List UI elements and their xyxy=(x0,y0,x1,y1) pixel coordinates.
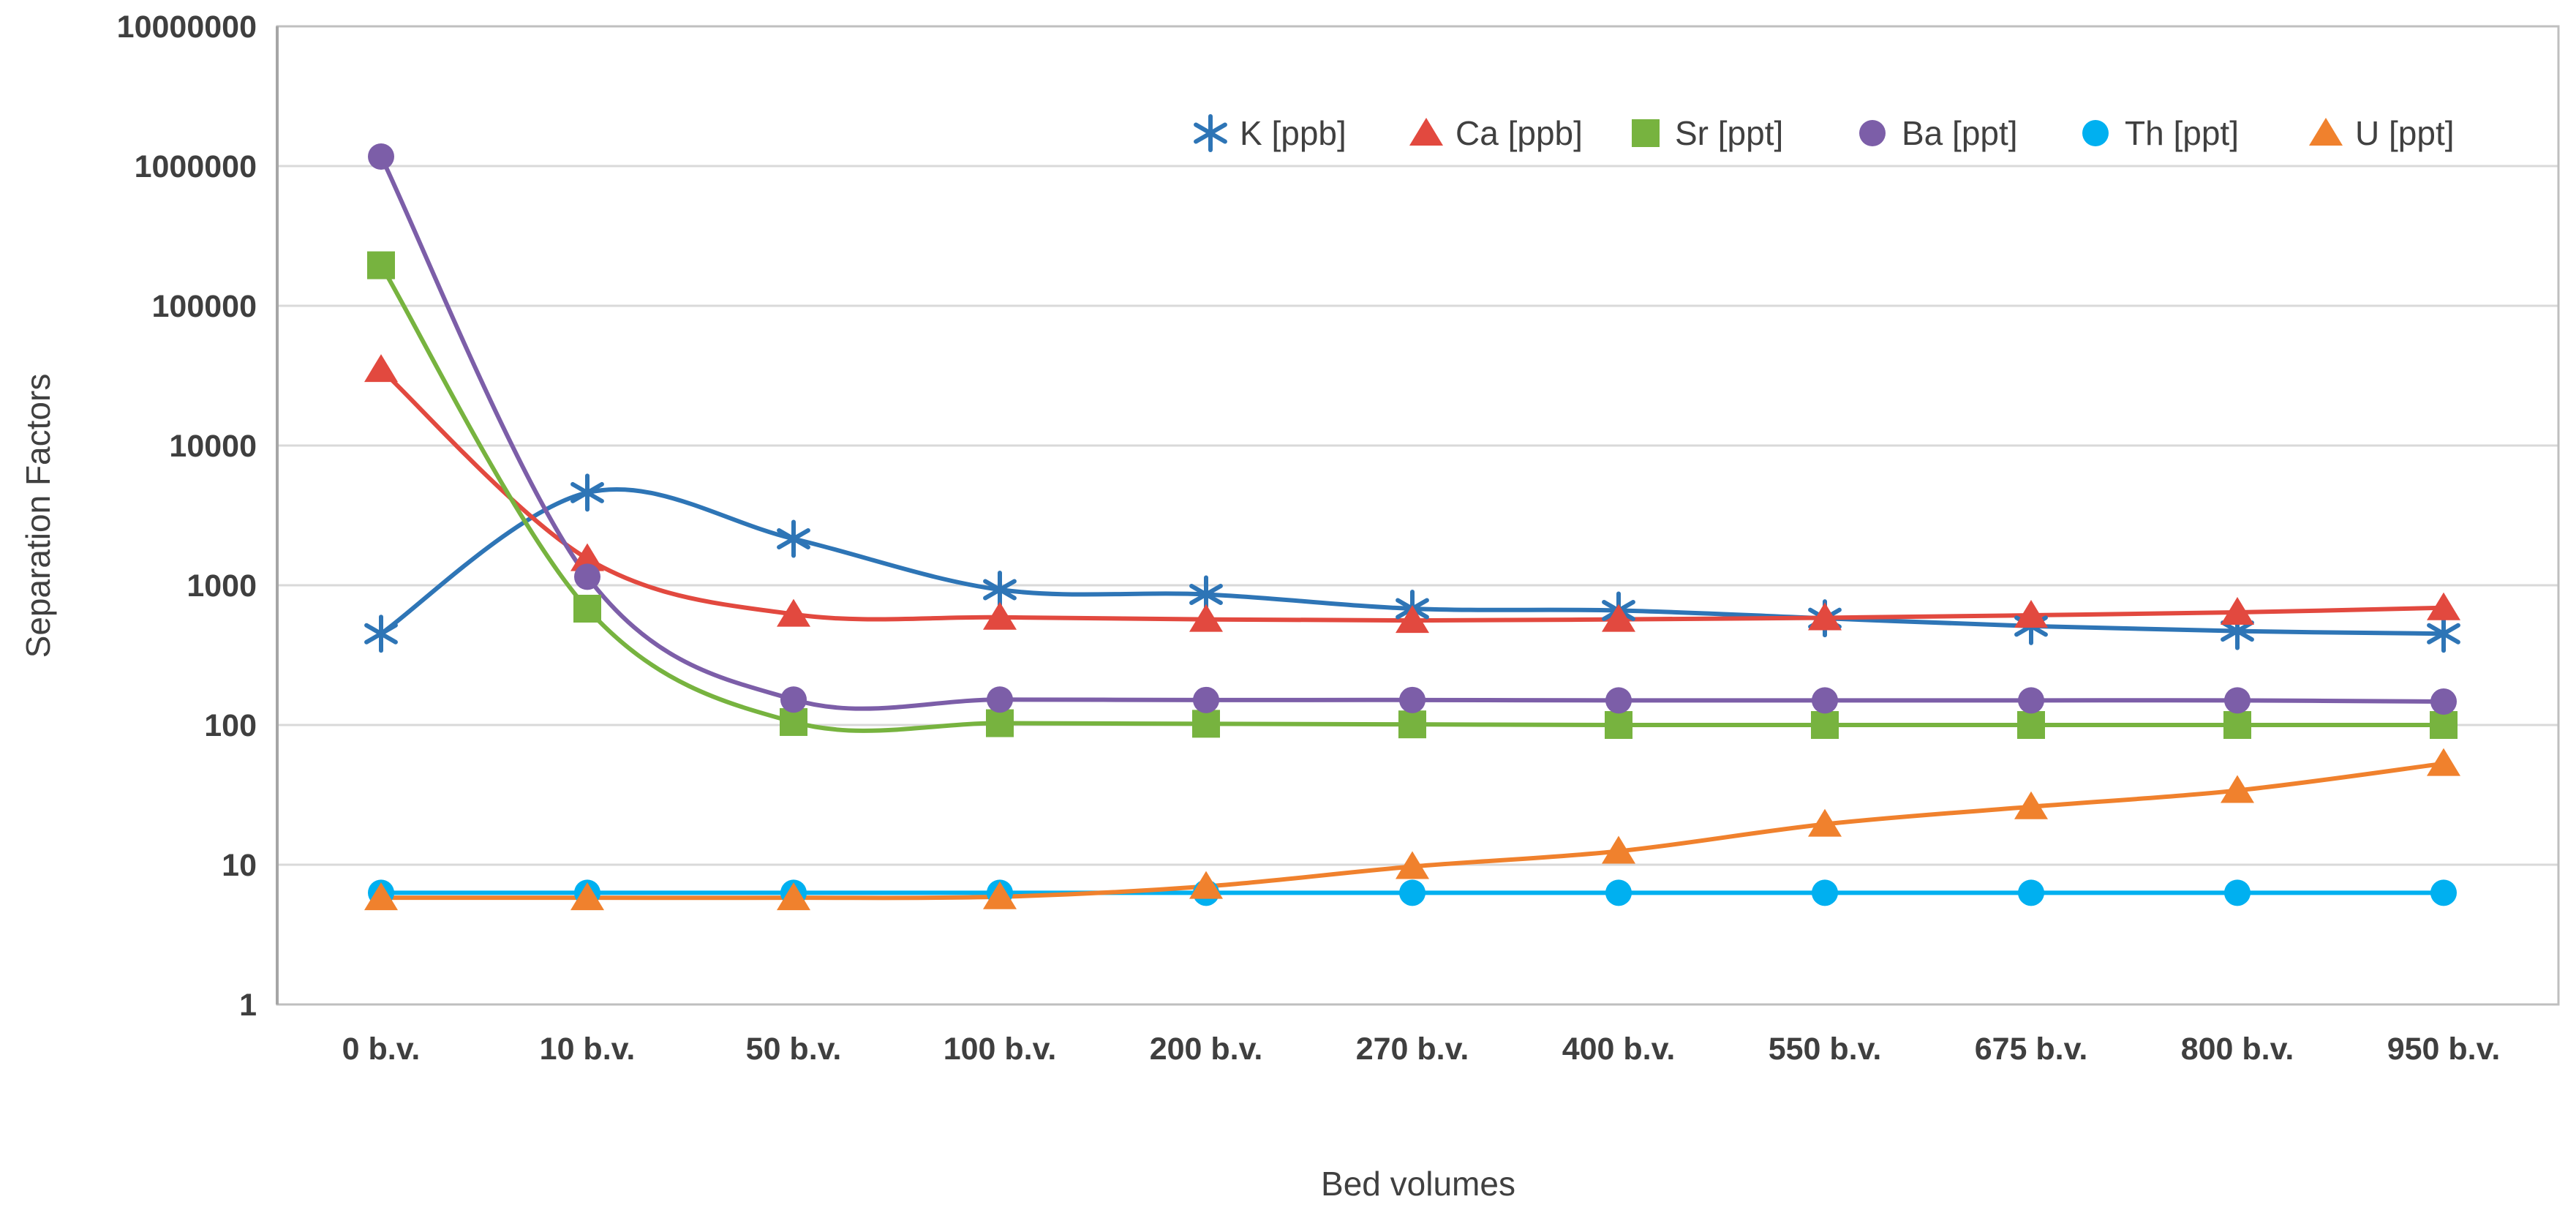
marker-ba xyxy=(574,563,600,590)
marker-legend-u xyxy=(2309,118,2343,146)
marker-legend-ca xyxy=(1409,118,1443,146)
series-line-ba xyxy=(379,154,2446,711)
marker-k xyxy=(2427,623,2460,645)
marker-sr xyxy=(1398,710,1426,739)
x-axis-tick-label: 675 b.v. xyxy=(1975,1032,2088,1067)
y-axis-tick-label: 1000 xyxy=(187,568,257,604)
marker-sr xyxy=(2017,711,2045,739)
marker-u xyxy=(364,882,398,911)
marker-sr xyxy=(367,251,395,279)
marker-u xyxy=(1189,871,1223,899)
x-axis-tick-label: 100 b.v. xyxy=(944,1032,1057,1067)
marker-ba xyxy=(2224,687,2251,714)
legend-label-ba: Ba [ppt] xyxy=(1902,114,2018,152)
marker-ca xyxy=(2427,592,2460,620)
y-axis-tick-label: 1 xyxy=(239,988,257,1023)
legend-label-k: K [ppb] xyxy=(1240,114,1347,152)
marker-sr xyxy=(2223,711,2251,739)
marker-u xyxy=(2427,748,2460,776)
marker-ba xyxy=(1399,686,1426,713)
marker-ba xyxy=(368,143,394,170)
legend-label-u: U [ppt] xyxy=(2355,114,2455,152)
marker-ca xyxy=(1602,604,1635,632)
marker-ba xyxy=(1605,687,1632,714)
marker-u xyxy=(1396,851,1429,879)
marker-sr xyxy=(780,707,807,736)
marker-k xyxy=(364,623,398,645)
y-axis-tick-label: 10000000 xyxy=(117,10,257,45)
marker-ca xyxy=(2014,600,2048,628)
x-axis-tick-label: 270 b.v. xyxy=(1356,1032,1469,1067)
marker-k xyxy=(1189,584,1223,606)
marker-ca xyxy=(364,354,398,383)
marker-ca xyxy=(2221,597,2254,625)
marker-k xyxy=(983,579,1017,601)
x-axis-tick-label: 200 b.v. xyxy=(1150,1032,1263,1067)
marker-legend-th xyxy=(2082,120,2109,146)
marker-ca xyxy=(1396,605,1429,634)
marker-th xyxy=(2430,879,2457,906)
series-line-sr xyxy=(379,263,2446,733)
marker-ca xyxy=(570,543,604,571)
marker-sr xyxy=(1811,711,1839,739)
marker-ba xyxy=(1193,686,1219,713)
y-axis-tick-label: 100 xyxy=(204,708,257,743)
marker-ca xyxy=(1808,602,1842,631)
marker-sr xyxy=(573,594,601,623)
x-axis-tick-label: 50 b.v. xyxy=(746,1032,842,1067)
marker-th xyxy=(2224,879,2251,906)
y-axis-tick-label: 1000000 xyxy=(135,149,257,184)
marker-ca xyxy=(983,601,1017,630)
marker-u xyxy=(983,881,1017,909)
marker-k xyxy=(2221,620,2254,642)
marker-ba xyxy=(987,686,1013,713)
marker-ca xyxy=(1189,604,1223,632)
legend-label-ca: Ca [ppb] xyxy=(1455,114,1583,152)
x-axis-title: Bed volumes xyxy=(1321,1165,1515,1203)
x-axis-tick-label: 950 b.v. xyxy=(2387,1032,2501,1067)
y-axis-tick-label: 10 xyxy=(222,848,257,883)
x-axis-tick-label: 550 b.v. xyxy=(1769,1032,1882,1067)
marker-legend-k xyxy=(1194,122,1227,144)
marker-legend-ba xyxy=(1859,120,1886,146)
marker-u xyxy=(1602,835,1635,864)
marker-ba xyxy=(2018,687,2044,714)
marker-th xyxy=(2018,879,2044,906)
marker-u xyxy=(1808,808,1842,837)
y-axis-tick-label: 10000 xyxy=(169,429,257,464)
x-axis-tick-label: 10 b.v. xyxy=(540,1032,636,1067)
marker-ba xyxy=(1812,687,1838,714)
marker-th xyxy=(1399,879,1426,906)
x-axis-tick-label: 0 b.v. xyxy=(342,1032,421,1067)
marker-th xyxy=(1812,879,1838,906)
y-axis-tick-label: 100000 xyxy=(152,289,257,324)
marker-sr xyxy=(1605,711,1632,739)
series-line-k xyxy=(379,487,2446,636)
marker-th xyxy=(1605,879,1632,906)
marker-u xyxy=(570,882,604,911)
marker-u xyxy=(2221,775,2254,803)
marker-u xyxy=(777,882,810,911)
legend-label-th: Th [ppt] xyxy=(2125,114,2239,152)
marker-u xyxy=(2014,791,2048,819)
x-axis-tick-label: 400 b.v. xyxy=(1562,1032,1676,1067)
marker-sr xyxy=(986,709,1014,737)
marker-ca xyxy=(777,598,810,627)
marker-k xyxy=(777,528,810,550)
legend-label-sr: Sr [ppt] xyxy=(1675,114,1783,152)
marker-ba xyxy=(2430,688,2457,715)
series-line-ca xyxy=(379,367,2446,623)
marker-ba xyxy=(780,686,807,713)
marker-sr xyxy=(2430,711,2458,739)
marker-sr xyxy=(1192,710,1220,738)
y-axis-title: Separation Factors xyxy=(19,373,57,658)
plot-area-border xyxy=(276,25,2560,1006)
marker-legend-sr xyxy=(1632,119,1660,147)
x-axis-tick-label: 800 b.v. xyxy=(2181,1032,2294,1067)
marker-k xyxy=(570,481,604,503)
